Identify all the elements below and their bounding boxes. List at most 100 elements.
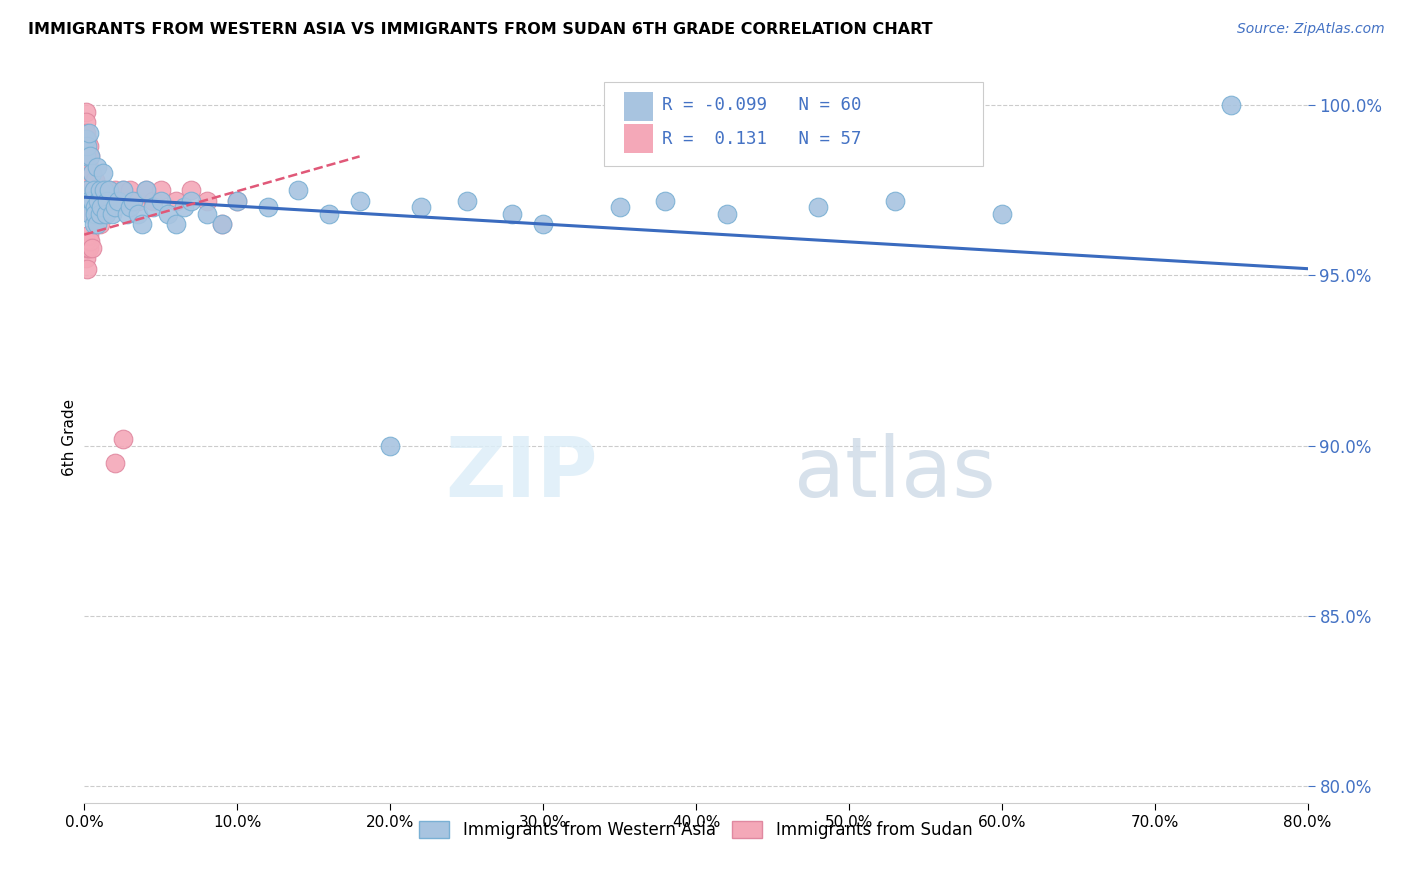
Point <box>76 183 98 197</box>
Point <box>349 194 371 208</box>
FancyBboxPatch shape <box>624 124 654 153</box>
Point <box>76 261 98 276</box>
Point <box>883 194 905 208</box>
Point <box>96 194 118 208</box>
Point <box>149 183 172 197</box>
Point <box>226 194 249 208</box>
Point <box>75 115 97 129</box>
Point <box>75 139 97 153</box>
Point <box>84 201 107 215</box>
Point <box>91 183 114 197</box>
Point <box>104 456 127 470</box>
Point <box>77 160 100 174</box>
Point <box>80 207 103 221</box>
Point <box>531 218 554 232</box>
Point <box>409 201 432 215</box>
Point <box>94 207 117 221</box>
Point <box>83 183 105 197</box>
Point <box>77 183 100 197</box>
Point <box>83 183 105 197</box>
Text: IMMIGRANTS FROM WESTERN ASIA VS IMMIGRANTS FROM SUDAN 6TH GRADE CORRELATION CHAR: IMMIGRANTS FROM WESTERN ASIA VS IMMIGRAN… <box>28 22 932 37</box>
Point <box>211 218 233 232</box>
Point <box>111 432 134 446</box>
Point <box>80 183 103 197</box>
Point <box>75 160 97 174</box>
Point <box>75 105 97 120</box>
Point <box>75 252 97 266</box>
Point <box>77 241 100 255</box>
Point <box>79 235 101 249</box>
Point <box>86 218 108 232</box>
Text: R = -0.099   N = 60: R = -0.099 N = 60 <box>662 96 862 114</box>
Point <box>111 183 134 197</box>
Point <box>77 227 100 242</box>
Point <box>107 194 129 208</box>
Point <box>79 207 101 221</box>
Point <box>142 194 165 208</box>
Point <box>90 201 112 215</box>
Point <box>149 194 172 208</box>
Point <box>96 194 118 208</box>
Point <box>115 207 138 221</box>
Point <box>127 194 149 208</box>
Point <box>79 149 101 163</box>
Point <box>87 194 110 208</box>
Point <box>77 126 100 140</box>
Point <box>89 218 111 232</box>
Point <box>80 241 103 255</box>
Point <box>76 241 98 255</box>
Point <box>111 183 134 197</box>
FancyBboxPatch shape <box>624 92 654 121</box>
Point <box>257 201 280 215</box>
Point <box>654 194 676 208</box>
Point <box>120 183 142 197</box>
Point <box>76 139 98 153</box>
Point <box>127 207 149 221</box>
Point <box>120 201 142 215</box>
Point <box>157 207 180 221</box>
Point <box>91 166 114 180</box>
Point <box>86 160 108 174</box>
Text: R =  0.131   N = 57: R = 0.131 N = 57 <box>662 129 862 148</box>
Point <box>165 218 187 232</box>
Text: ZIP: ZIP <box>446 434 598 514</box>
Point <box>84 173 107 187</box>
Point <box>226 194 249 208</box>
Point <box>101 207 124 221</box>
Point <box>456 194 478 208</box>
Point <box>104 183 127 197</box>
Legend: Immigrants from Western Asia, Immigrants from Sudan: Immigrants from Western Asia, Immigrants… <box>413 814 979 846</box>
Point <box>89 183 111 197</box>
Y-axis label: 6th Grade: 6th Grade <box>62 399 77 475</box>
Point <box>318 207 340 221</box>
Point <box>991 207 1014 221</box>
Point <box>84 194 107 208</box>
Point <box>76 132 98 146</box>
Point <box>135 183 157 197</box>
Point <box>86 183 108 197</box>
Point <box>87 194 110 208</box>
Point <box>287 183 309 197</box>
Point <box>716 207 738 221</box>
Point <box>80 166 103 180</box>
Point <box>93 194 115 208</box>
Point <box>80 194 103 208</box>
Point <box>77 194 100 208</box>
Point <box>79 149 101 163</box>
Point <box>195 194 218 208</box>
Point <box>502 207 524 221</box>
Point <box>165 194 187 208</box>
Text: atlas: atlas <box>794 434 995 514</box>
Point <box>180 194 202 208</box>
Point <box>77 139 100 153</box>
Point <box>79 194 101 208</box>
Point <box>76 173 98 187</box>
Point <box>609 201 631 215</box>
Point <box>89 207 111 221</box>
Point <box>104 201 127 215</box>
Point <box>211 218 233 232</box>
Point <box>115 194 138 208</box>
Point <box>89 183 111 197</box>
Point <box>75 132 97 146</box>
Point <box>807 201 830 215</box>
